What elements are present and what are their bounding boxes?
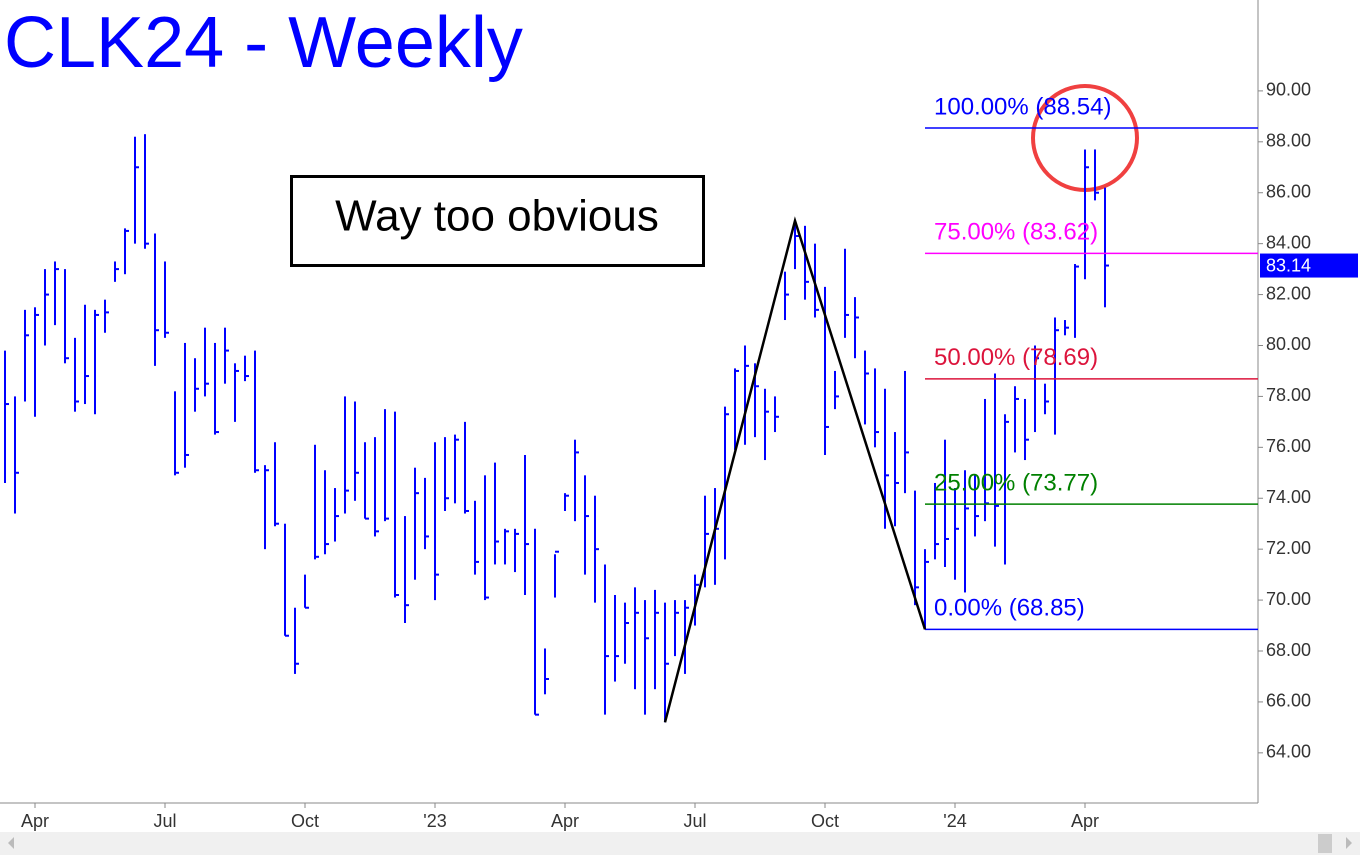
- last-price-label: 83.14: [1266, 255, 1311, 275]
- x-tick-label: Apr: [1071, 811, 1099, 831]
- annotation-text: Way too obvious: [335, 192, 659, 241]
- y-tick-label: 84.00: [1266, 232, 1311, 252]
- y-tick-label: 90.00: [1266, 80, 1311, 100]
- y-tick-label: 68.00: [1266, 640, 1311, 660]
- x-tick-label: Oct: [811, 811, 839, 831]
- pattern-line: [663, 216, 927, 723]
- y-tick-label: 70.00: [1266, 589, 1311, 609]
- fib-label: 75.00% (83.62): [934, 219, 1098, 246]
- fib-label: 25.00% (73.77): [934, 469, 1098, 496]
- y-tick-label: 74.00: [1266, 487, 1311, 507]
- y-tick-label: 66.00: [1266, 691, 1311, 711]
- chart-title: CLK24 - Weekly: [4, 3, 523, 83]
- scroll-thumb[interactable]: [1318, 834, 1332, 853]
- y-tick-label: 80.00: [1266, 334, 1311, 354]
- y-tick-label: 76.00: [1266, 436, 1311, 456]
- y-tick-label: 88.00: [1266, 131, 1311, 151]
- y-tick-label: 72.00: [1266, 538, 1311, 558]
- scrollbar[interactable]: [0, 832, 1360, 855]
- scroll-right[interactable]: [1346, 837, 1352, 849]
- x-tick-label: Jul: [683, 811, 706, 831]
- x-tick-label: '23: [423, 811, 446, 831]
- x-tick-label: Apr: [21, 811, 49, 831]
- x-tick-label: Apr: [551, 811, 579, 831]
- last-price-box: [1260, 253, 1358, 278]
- y-tick-label: 78.00: [1266, 385, 1311, 405]
- scroll-left[interactable]: [8, 837, 14, 849]
- x-tick-label: '24: [943, 811, 966, 831]
- y-tick-label: 64.00: [1266, 742, 1311, 762]
- x-tick-label: Jul: [153, 811, 176, 831]
- x-tick-label: Oct: [291, 811, 319, 831]
- fib-label: 50.00% (78.69): [934, 344, 1098, 371]
- y-tick-label: 82.00: [1266, 283, 1311, 303]
- fib-label: 0.00% (68.85): [934, 595, 1085, 622]
- y-tick-label: 86.00: [1266, 181, 1311, 201]
- fib-label: 100.00% (88.54): [934, 93, 1111, 120]
- annotation-box: [290, 175, 705, 267]
